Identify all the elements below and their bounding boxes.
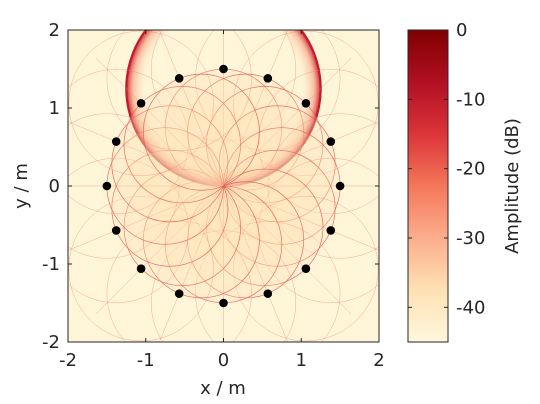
y-tick-label: 0	[49, 176, 60, 197]
ray-line	[223, 185, 379, 251]
ray-line	[68, 121, 224, 187]
source-marker	[174, 74, 184, 83]
colorbar-tick-label: -20	[456, 159, 485, 180]
source-marker	[136, 99, 146, 108]
ray-line	[95, 185, 224, 315]
colorbar-scale	[407, 29, 449, 343]
y-tick-label: -1	[42, 254, 60, 275]
ray-line	[95, 57, 224, 187]
wavefront-arc	[233, 196, 379, 342]
colorbar-tick-label: -30	[456, 228, 485, 249]
wavefront-arc	[68, 69, 189, 215]
source-marker	[263, 74, 273, 83]
x-tick-label: 2	[373, 350, 384, 371]
secondary-source-markers	[102, 64, 345, 308]
source-marker	[174, 289, 184, 298]
ray-line	[159, 30, 224, 187]
source-marker	[263, 289, 273, 298]
wavefront-arc	[106, 30, 252, 151]
ray-line	[159, 185, 224, 342]
y-tick-label: 2	[49, 20, 60, 41]
y-tick-label: -2	[42, 332, 60, 353]
heatmap-plot-area: -2 -1 0 1 2 2 1 0 -1 -2	[42, 20, 385, 371]
heatmap-field	[68, 30, 379, 342]
ray-line	[223, 185, 352, 315]
x-ticks: -2 -1 0 1 2	[59, 30, 385, 371]
wavefront-arc	[68, 196, 214, 342]
source-marker	[301, 99, 311, 108]
source-marker	[102, 181, 112, 191]
x-tick-label: -2	[59, 350, 77, 371]
colorbar-tick-label: -40	[456, 297, 485, 318]
source-marker	[111, 226, 121, 235]
colorbar-tick-label: 0	[456, 20, 467, 41]
wavefront-arc	[68, 157, 189, 303]
source-marker	[326, 226, 336, 235]
colorbar-label: Amplitude (dB)	[502, 118, 523, 254]
ray-line	[223, 57, 352, 187]
y-axis-label: y / m	[11, 163, 32, 209]
ray-line	[68, 185, 224, 251]
colorbar-tick-label: -10	[456, 89, 485, 110]
wavefront-arc	[68, 30, 214, 176]
ray-line	[223, 185, 288, 342]
y-tick-label: 1	[49, 98, 60, 119]
ray-line	[223, 121, 379, 187]
source-marker	[301, 264, 311, 273]
source-marker	[136, 264, 146, 273]
wavefront-arc	[195, 221, 341, 342]
colorbar: 0 -10 -20 -30 -40 Amplitude (dB)	[407, 20, 523, 343]
source-marker	[219, 64, 228, 74]
colorbar-ticks: 0 -10 -20 -30 -40	[408, 20, 485, 318]
ray-line	[223, 30, 288, 187]
source-marker	[219, 298, 228, 308]
y-ticks: 2 1 0 -1 -2	[42, 20, 379, 353]
source-marker	[111, 137, 121, 146]
source-marker	[326, 137, 336, 146]
x-axis-label: x / m	[200, 378, 246, 399]
wavefront-arc	[233, 30, 379, 176]
x-tick-label: -1	[137, 350, 155, 371]
source-marker	[335, 181, 345, 191]
x-tick-label: 0	[218, 350, 229, 371]
x-tick-label: 1	[296, 350, 307, 371]
